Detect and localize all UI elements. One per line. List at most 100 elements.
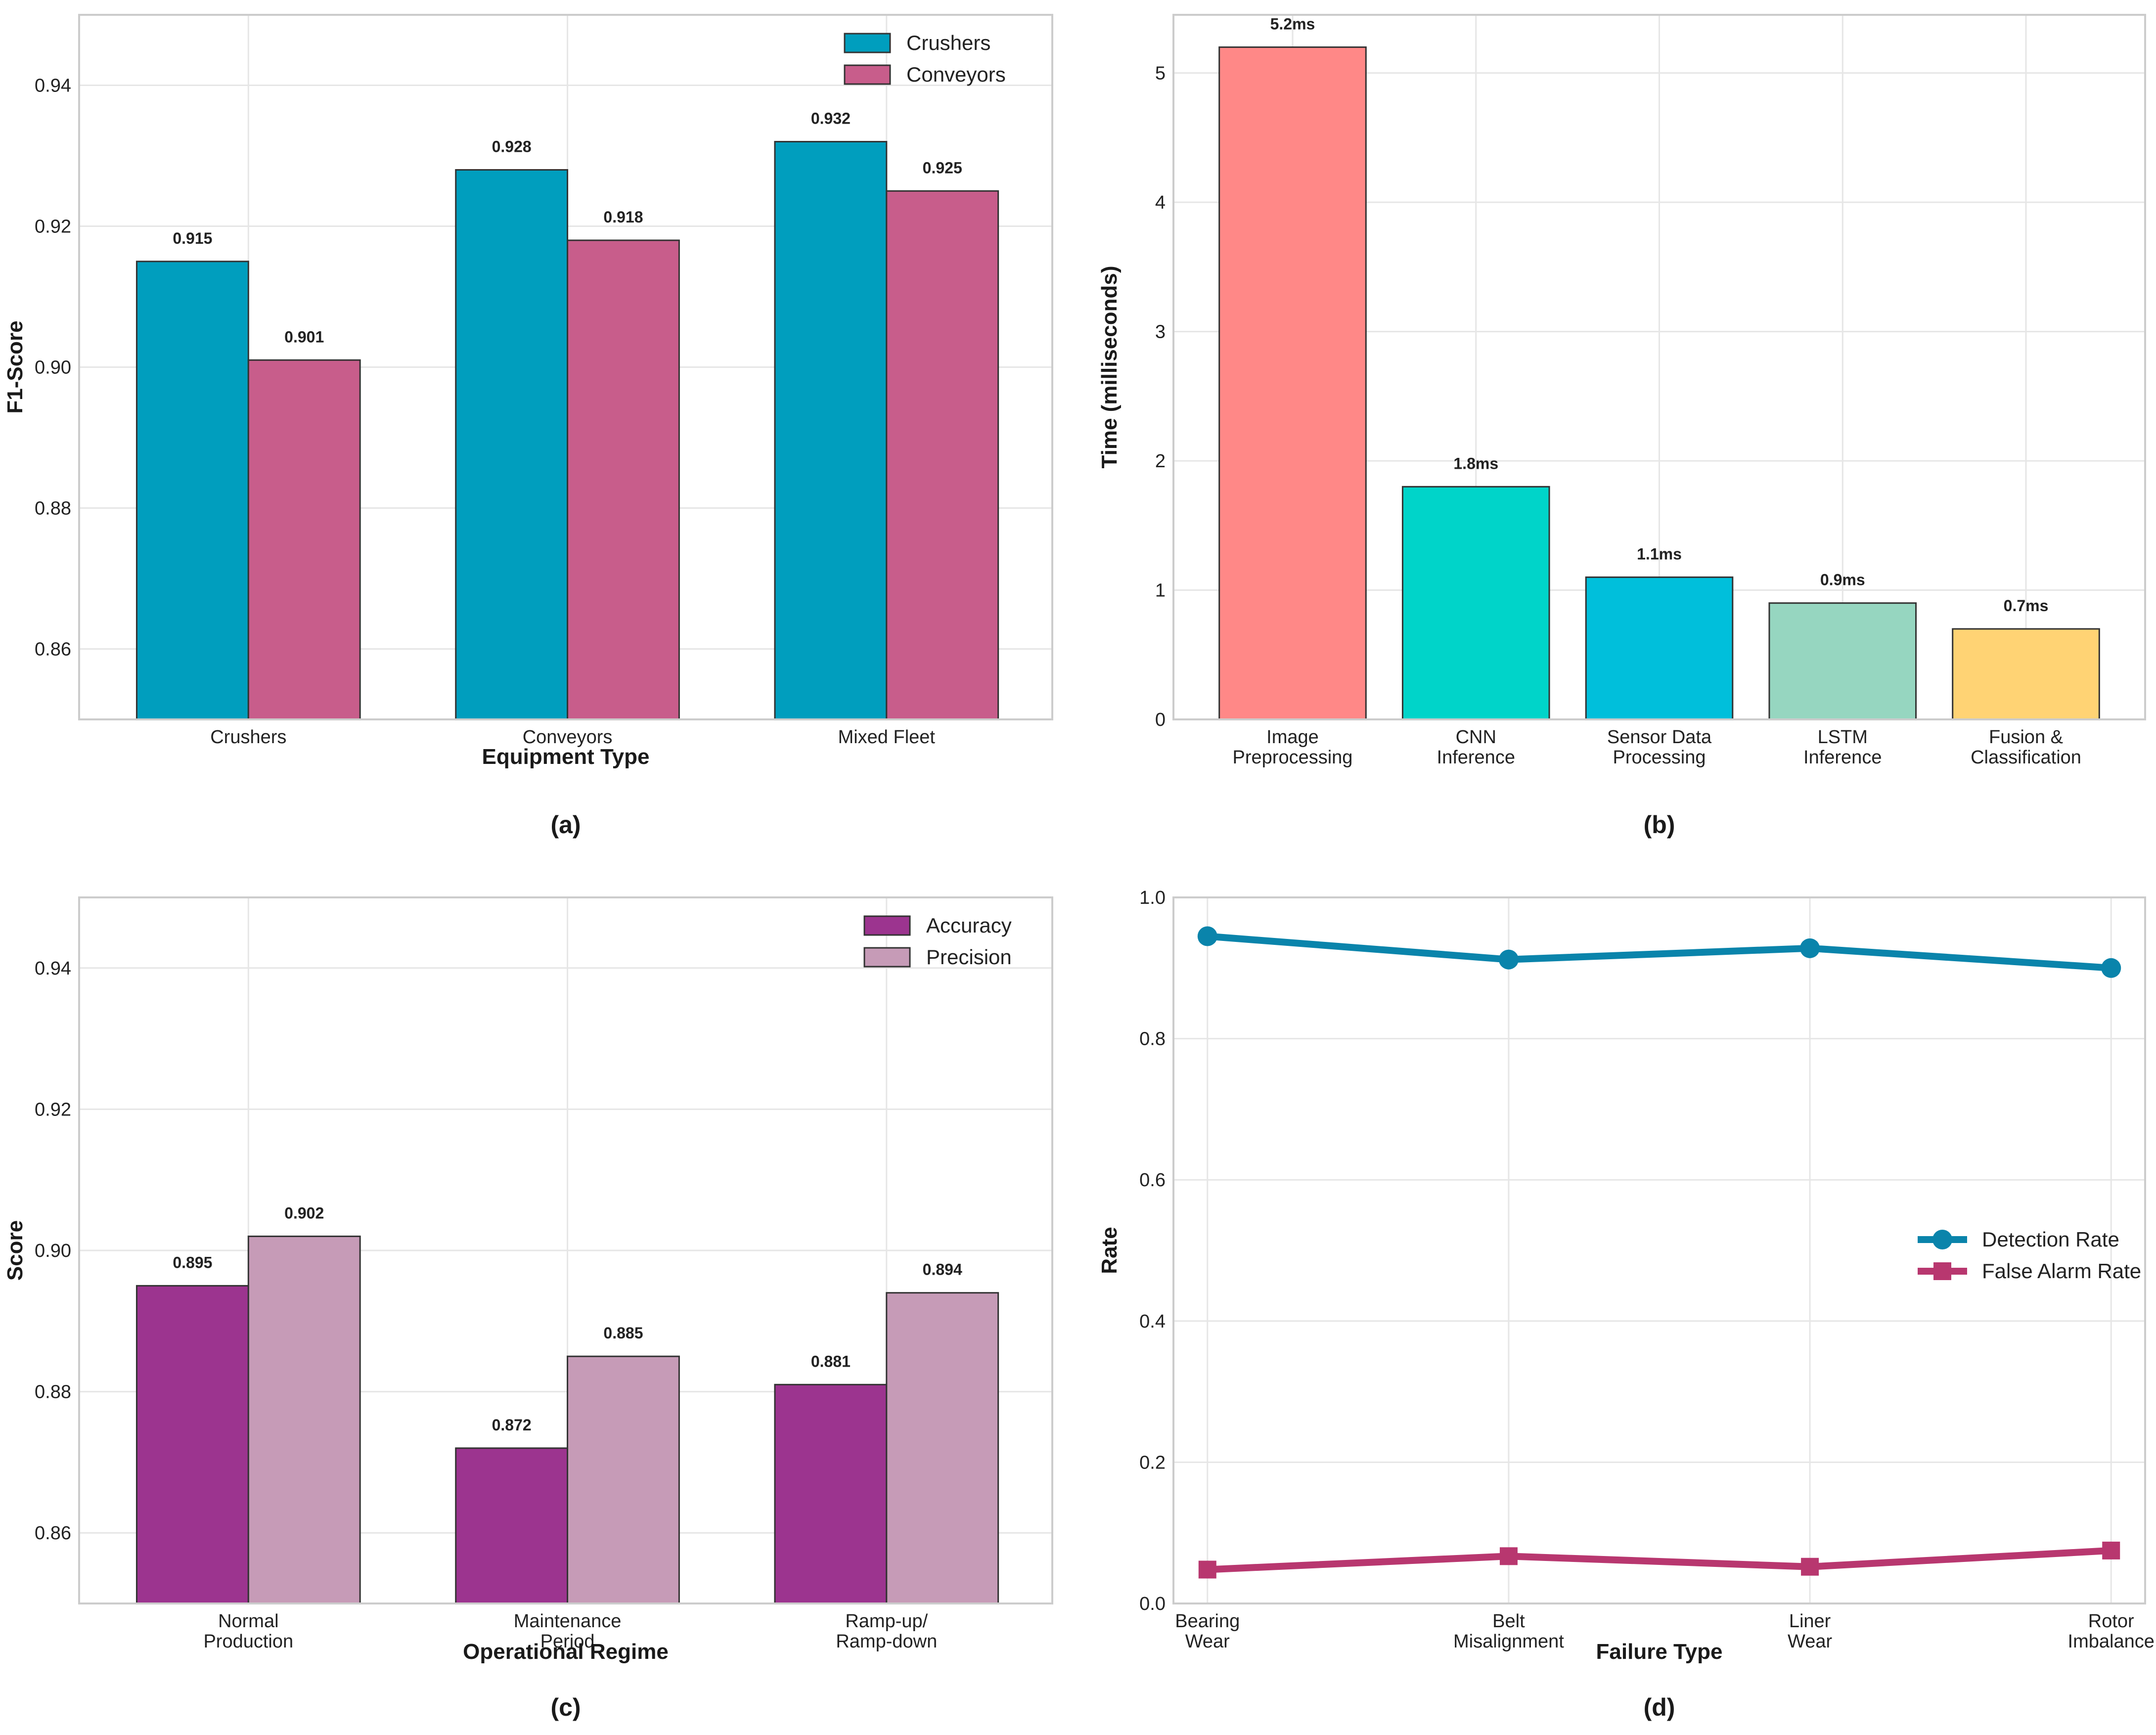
legend-label: Conveyors (906, 63, 1006, 86)
x-tick-label: Ramp-down (836, 1631, 937, 1652)
x-tick-label: Imbalance (2068, 1631, 2155, 1652)
bar (455, 1447, 569, 1604)
x-tick-label: Wear (1185, 1631, 1230, 1652)
bar (567, 1355, 680, 1604)
x-tick-label: Inference (1437, 747, 1515, 768)
data-point (2101, 958, 2121, 978)
y-tick-label: 3 (1155, 322, 1166, 343)
y-tick-label: 0.94 (35, 76, 71, 96)
y-axis-label: F1-Score (3, 320, 27, 413)
data-point (1499, 1547, 1518, 1565)
data-label: 0.932 (811, 110, 851, 128)
x-tick-label: Conveyors (523, 727, 613, 748)
x-tick-label: Processing (1613, 747, 1706, 768)
y-tick-label: 0.8 (1139, 1029, 1166, 1050)
x-tick-label: Rotor (2088, 1611, 2134, 1632)
y-tick-label: 0.6 (1139, 1170, 1166, 1191)
y-tick-label: 0.90 (35, 357, 71, 378)
panel-label: (a) (550, 811, 581, 839)
data-point (1197, 926, 1217, 946)
x-axis-label: Operational Regime (463, 1640, 669, 1664)
bar (886, 190, 999, 720)
x-tick-label: Belt (1492, 1611, 1525, 1632)
bar (886, 1292, 999, 1604)
x-tick-label: Fusion & (1989, 727, 2063, 748)
data-label: 0.894 (923, 1261, 962, 1279)
data-label: 5.2ms (1270, 15, 1315, 33)
data-label: 0.872 (492, 1416, 532, 1434)
x-tick-label: Classification (1971, 747, 2081, 768)
data-label: 0.7ms (2004, 597, 2049, 615)
bar (1401, 486, 1550, 720)
panel-label: (c) (550, 1693, 581, 1721)
bar (135, 1285, 249, 1604)
y-axis-label: Rate (1097, 1227, 1122, 1274)
legend-marker (1932, 1230, 1952, 1249)
data-label: 0.881 (811, 1352, 851, 1370)
y-tick-label: 0.86 (35, 1523, 71, 1544)
panel-label: (b) (1644, 811, 1675, 839)
legend-marker (1933, 1262, 1951, 1280)
x-tick-label: Preprocessing (1233, 747, 1353, 768)
x-tick-label: LSTM (1818, 727, 1868, 748)
data-label: 1.1ms (1637, 545, 1682, 563)
series-line (1207, 933, 2111, 972)
bar (1952, 628, 2100, 720)
panel-d: 0.00.20.40.60.81.0BearingWearBeltMisalig… (1097, 888, 2155, 1721)
x-tick-label: Sensor Data (1607, 727, 1712, 748)
legend-label: Detection Rate (1982, 1228, 2119, 1251)
legend-swatch (844, 33, 891, 53)
data-label: 0.901 (284, 328, 324, 346)
y-axis-label: Score (3, 1220, 27, 1281)
x-tick-label: Inference (1803, 747, 1882, 768)
legend-label: False Alarm Rate (1982, 1259, 2141, 1283)
x-axis-label: Equipment Type (482, 745, 650, 769)
panel-label: (d) (1644, 1693, 1675, 1721)
x-tick-label: Bearing (1175, 1611, 1240, 1632)
y-tick-label: 1.0 (1139, 888, 1166, 908)
data-point (1498, 949, 1519, 970)
series-line (1207, 1547, 2111, 1573)
legend-swatch (863, 947, 911, 968)
data-label: 0.895 (173, 1253, 212, 1271)
x-tick-label: Normal (218, 1611, 278, 1632)
y-tick-label: 0.88 (35, 498, 71, 519)
bar (774, 1383, 888, 1604)
data-label: 0.915 (173, 229, 212, 247)
data-label: 0.9ms (1820, 571, 1865, 589)
legend-label: Accuracy (926, 914, 1012, 937)
bar (567, 239, 680, 720)
legend-label: Precision (926, 945, 1012, 969)
bar (247, 359, 361, 720)
y-tick-label: 0.90 (35, 1241, 71, 1261)
legend-swatch (844, 64, 891, 85)
data-point (2102, 1541, 2120, 1559)
data-label: 0.925 (923, 159, 962, 177)
x-tick-label: Ramp-up/ (845, 1611, 928, 1632)
y-tick-label: 4 (1155, 192, 1166, 213)
x-tick-label: Misalignment (1453, 1631, 1564, 1652)
legend-label: Crushers (906, 31, 990, 54)
data-point (1198, 1560, 1216, 1579)
x-tick-label: Wear (1788, 1631, 1832, 1652)
y-tick-label: 0.92 (35, 217, 71, 237)
y-tick-label: 0.94 (35, 958, 71, 979)
x-tick-label: CNN (1456, 727, 1496, 748)
legend: Accuracy Precision (863, 914, 1012, 969)
x-axis-label: Failure Type (1596, 1640, 1723, 1664)
y-tick-label: 0.86 (35, 639, 71, 660)
x-tick-label: Crushers (210, 727, 286, 748)
data-label: 0.918 (603, 208, 643, 226)
y-tick-label: 0 (1155, 710, 1166, 730)
x-tick-label: Liner (1789, 1611, 1831, 1632)
x-tick-label: Mixed Fleet (838, 727, 936, 748)
bar (1218, 46, 1367, 720)
x-tick-label: Production (203, 1631, 293, 1652)
y-axis-label: Time (milliseconds) (1097, 266, 1122, 469)
data-label: 0.885 (603, 1324, 643, 1342)
data-label: 1.8ms (1453, 454, 1498, 472)
legend: Crushers Conveyors (844, 31, 1006, 86)
y-tick-label: 0.92 (35, 1099, 71, 1120)
